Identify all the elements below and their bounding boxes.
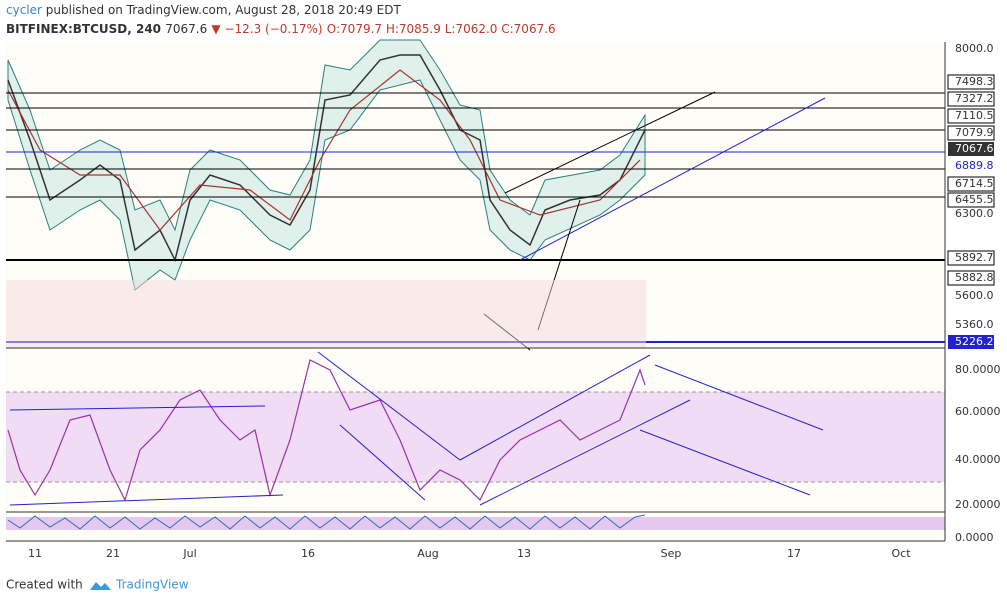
price-label: 7498.3 [955, 75, 994, 88]
rsi-label: 0.0000 [955, 531, 994, 544]
price-tag [947, 192, 995, 208]
trendline [504, 91, 716, 194]
trendline [519, 97, 826, 261]
price-label: 5360.0 [955, 318, 994, 331]
price-label: 5882.8 [955, 271, 994, 284]
rsi-line [7, 359, 646, 502]
price-label: 5600.0 [955, 289, 994, 302]
price-label: 5226.2 [955, 335, 994, 348]
trendline [639, 429, 811, 496]
price-label: 6714.5 [955, 177, 994, 190]
price-tag [948, 142, 994, 156]
time-label: 11 [28, 547, 42, 560]
publisher: cycler published on TradingView.com, Aug… [6, 3, 401, 17]
time-label: Aug [417, 547, 438, 560]
price-tag [948, 335, 994, 349]
price-tag [947, 270, 995, 286]
rsi-label: 40.0000 [955, 453, 1001, 466]
stoch-line [7, 514, 646, 530]
moving-average [7, 69, 641, 231]
time-label: 17 [787, 547, 801, 560]
rsi-label: 60.0000 [955, 405, 1001, 418]
time-label: 13 [517, 547, 531, 560]
price-label: 5892.7 [955, 251, 994, 264]
price-line [7, 54, 646, 263]
price-axis: 8000.0 7498.3 7327.2 7110.5 7079.9 7067.6 6889… [947, 42, 995, 349]
price-tag [947, 91, 995, 107]
time-label: Jul [182, 547, 196, 560]
bollinger-band [7, 39, 646, 291]
rsi-label: 80.0000 [955, 363, 1001, 376]
rsi-label: 20.0000 [955, 498, 1001, 511]
price-tag [947, 108, 995, 124]
time-label: Sep [661, 547, 682, 560]
trendline [339, 424, 426, 501]
price-label: 7079.9 [955, 126, 994, 139]
symbol-line: BITFINEX:BTCUSD, 240 7067.6 ▼ −12.3 (−0.… [6, 22, 556, 36]
price-tag [947, 74, 995, 90]
time-label: 21 [106, 547, 120, 560]
price-label: 7327.2 [955, 92, 994, 105]
price-tag [947, 176, 995, 192]
volume [6, 280, 646, 348]
trendline [654, 364, 824, 431]
price-tag [947, 125, 995, 141]
price-label: 7110.5 [955, 109, 994, 122]
trendline [9, 494, 284, 506]
price-label: 6300.0 [955, 207, 994, 220]
horizontal-levels [6, 92, 945, 261]
price-label: 8000.0 [955, 42, 994, 55]
price-label: 6889.8 [955, 159, 994, 172]
rsi-band [6, 392, 945, 482]
footer-brand: TradingView [115, 578, 189, 592]
trendline [459, 354, 651, 461]
time-label: 16 [301, 547, 315, 560]
price-tag [947, 250, 995, 266]
price-label: 7067.6 [955, 142, 994, 155]
time-label: Oct [891, 547, 911, 560]
price-label: 6455.5 [955, 193, 994, 206]
time-axis: 11 21 Jul 16 Aug 13 Sep 17 Oct [28, 547, 911, 560]
footer-created: Created with [6, 578, 83, 592]
rsi-axis: 80.0000 60.0000 40.0000 20.0000 0.0000 [955, 363, 1001, 544]
trendline [479, 399, 691, 506]
trendline [9, 405, 266, 411]
tv-logo [90, 582, 111, 590]
rsi-trendlines [9, 351, 824, 506]
trendline [317, 351, 461, 461]
